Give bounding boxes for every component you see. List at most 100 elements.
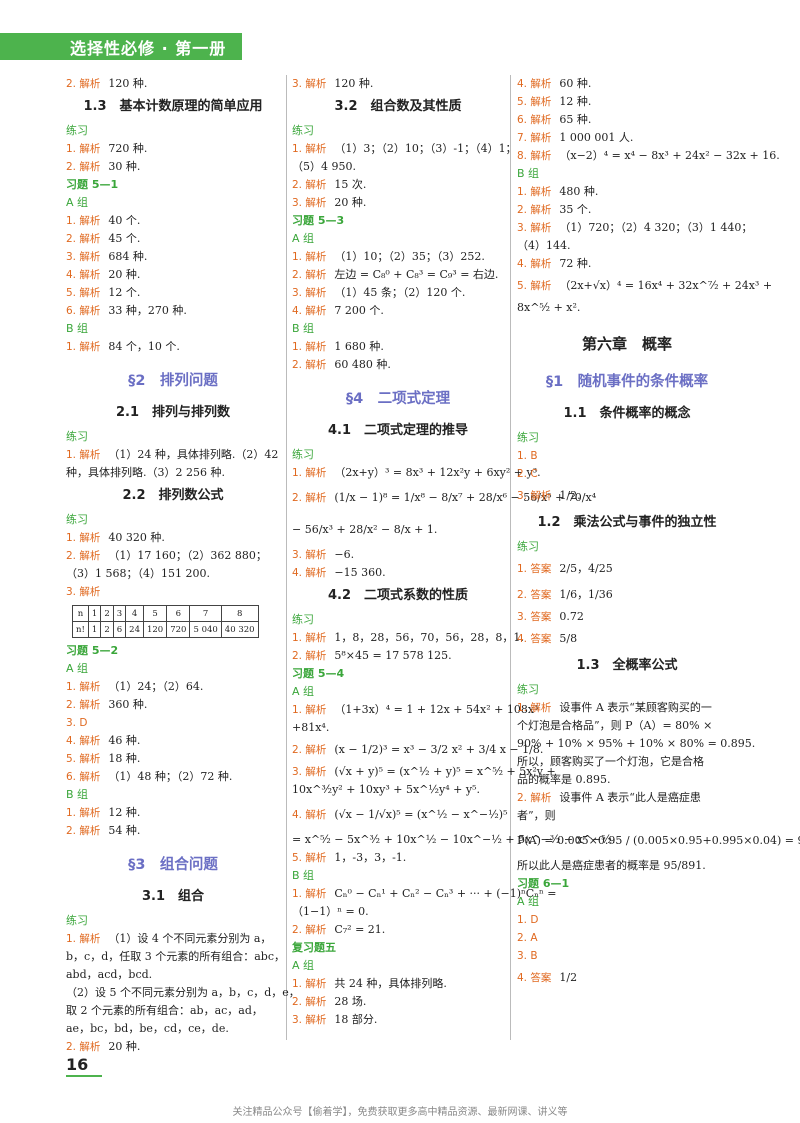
subsection-title: 1.3 基本计数原理的简单应用 xyxy=(83,99,263,114)
answer-label: 1. 解析 xyxy=(292,978,327,990)
exercise-set-title: 习题 6—1 xyxy=(517,877,570,890)
answer-line: 3. 解析 （1）45 条；（2）120 个. xyxy=(292,284,504,302)
answer-text: C₇² = 21. xyxy=(334,923,386,936)
exercise-set-title: 习题 5—2 xyxy=(66,644,119,657)
answer-line: 3. 解析 −6. xyxy=(292,546,504,564)
answer-line: 品的概率是 0.895. xyxy=(517,771,737,789)
answer-text: （1）45 条；（2）120 个. xyxy=(334,286,466,299)
answer-text: b，c，d，任取 3 个元素的所有组合：abc， xyxy=(66,950,285,963)
answer-line: 1. 解析 720 种. xyxy=(66,140,280,158)
permutation-table: n 1 2 3 4 5 6 7 8 n! 1 2 6 24 120 720 5 040 40 320 xyxy=(72,605,259,638)
exercise-set-title: 习题 5—4 xyxy=(292,667,345,680)
answer-text: 60 种. xyxy=(559,77,592,90)
answer-line: 90% + 10% × 95% + 10% × 80% = 0.895. xyxy=(517,735,755,753)
answer-line: 4. 解析 60 种. xyxy=(517,75,737,93)
page-header-title: 选择性必修 · 第一册 xyxy=(70,39,227,58)
answer-text: 设事件 A 表示“某顾客购买的一 xyxy=(559,701,712,714)
answer-line: 3. 解析 18 部分. xyxy=(292,1011,504,1029)
answer-text: 0.72 xyxy=(559,610,584,623)
group-label: 练习 xyxy=(66,124,88,137)
answer-label: 1. 解析 xyxy=(66,215,101,227)
answer-line: 种，具体排列略.（3）2 256 种. xyxy=(66,464,280,482)
answer-text: 40 320 种. xyxy=(108,531,165,544)
answer-line: 3. 解析 1/2. xyxy=(517,483,737,509)
answer-text: 120 种. xyxy=(108,77,148,90)
answer-text: 30 种. xyxy=(108,160,141,173)
group-label: A 组 xyxy=(66,196,89,209)
answer-line: 取 2 个元素的所有组合：ab，ac，ad， xyxy=(66,1002,280,1020)
answer-line: 2. 解析 35 个. xyxy=(517,201,737,219)
group-label: 练习 xyxy=(292,613,314,626)
answer-line: 7. 解析 1 000 001 人. xyxy=(517,129,737,147)
answer-text: 20 种. xyxy=(334,196,367,209)
answer-label: 3. 解析 xyxy=(66,586,101,598)
answer-line: 2. 解析 15 次. xyxy=(292,176,504,194)
answer-line: 6. 解析 33 种，270 种. xyxy=(66,302,280,320)
answer-label: 1. 解析 xyxy=(66,681,101,693)
answer-line: 5. 解析 （2x+√x）⁴ = 16x⁴ + 32x^⁷⁄₂ + 24x³ + xyxy=(517,273,772,299)
answer-line: 2. 解析 C₇² = 21. xyxy=(292,921,504,939)
answer-text: 20 种. xyxy=(108,268,141,281)
answer-label: 1. 解析 xyxy=(66,449,101,461)
answer-text: 18 部分. xyxy=(334,1013,378,1026)
answer-text: = x^⁵⁄₂ − 5x^³⁄₂ + 10x^½ − 10x^−½ + 5x^−… xyxy=(292,833,616,846)
answer-label: 2. 解析 xyxy=(292,650,327,662)
answer-line: = x^⁵⁄₂ − 5x^³⁄₂ + 10x^½ − 10x^−½ + 5x^−… xyxy=(292,831,615,849)
subsection-title: 3.1 组合 xyxy=(141,889,205,904)
answer-text: 1 680 种. xyxy=(334,340,384,353)
answer-line: 1. 解析 480 种. xyxy=(517,183,737,201)
answer-line: 4. 解析 −15 360. xyxy=(292,564,504,582)
answer-text: P(A) = 0.005×0.95 / (0.005×0.95+0.995×0.… xyxy=(517,834,800,847)
answer-label: 6. 解析 xyxy=(66,305,101,317)
answer-text: 360 种. xyxy=(108,698,148,711)
answer-line: +81x⁴. xyxy=(292,719,504,737)
answer-line: 2. 解析 设事件 A 表示“此人是癌症患 xyxy=(517,789,737,807)
table-cell: 2 xyxy=(100,605,114,622)
answer-text: 65 种. xyxy=(559,113,592,126)
answer-text: 1/2. xyxy=(559,489,581,502)
exercise-set-title: 习题 5—3 xyxy=(292,214,345,227)
answer-text: 12 种. xyxy=(108,806,141,819)
answer-line: 2. C xyxy=(517,465,737,483)
answer-text: 12 个. xyxy=(108,286,141,299)
answer-label: 5. 解析 xyxy=(66,287,101,299)
group-label: B 组 xyxy=(292,322,315,335)
answer-text: 设事件 A 表示“此人是癌症患 xyxy=(559,791,701,804)
answer-text: （1+3x）⁴ = 1 + 12x + 54x² + 108x³ xyxy=(334,703,539,716)
answer-text: 60 480 种. xyxy=(334,358,391,371)
answer-line: 者”，则 xyxy=(517,807,737,825)
answer-text: （2x+y）³ = 8x³ + 12x²y + 6xy² + y³. xyxy=(334,466,541,479)
table-cell: 1 xyxy=(87,621,102,638)
answer-label: 3. B xyxy=(517,950,538,962)
answer-line: 10x^³⁄₂y² + 10xy³ + 5x^½y⁴ + y⁵. xyxy=(292,781,504,799)
answer-text: +81x⁴. xyxy=(292,721,330,734)
answer-label: 6. 解析 xyxy=(517,114,552,126)
answer-line: 3. D xyxy=(66,714,280,732)
answer-text: （1−1）ⁿ = 0. xyxy=(292,905,369,918)
answer-text: （1）24 种，具体排列略.（2）42 xyxy=(108,448,279,461)
answer-line: 3. 答案 0.72 xyxy=(517,608,737,626)
answer-line: 1. 解析 （1+3x）⁴ = 1 + 12x + 54x² + 108x³ xyxy=(292,701,538,719)
answer-label: 3. 解析 xyxy=(66,251,101,263)
answer-line: 1. 解析 40 320 种. xyxy=(66,529,280,547)
group-label: 练习 xyxy=(66,914,88,927)
answer-label: 1. D xyxy=(517,914,539,926)
answer-line: 所以，顾客购买了一个灯泡，它是合格 xyxy=(517,753,737,771)
answer-text: 120 种. xyxy=(334,77,374,90)
answer-line: 1. 答案 2/5，4/25 xyxy=(517,556,737,582)
answer-text: 54 种. xyxy=(108,824,141,837)
group-label: A 组 xyxy=(292,685,315,698)
answer-text: abd，acd，bcd. xyxy=(66,968,153,981)
answer-label: 3. 解析 xyxy=(292,766,327,778)
answer-label: 2. 解析 xyxy=(66,161,101,173)
answer-line: 2. 解析 45 个. xyxy=(66,230,280,248)
answer-text: （1）48 种；（2）72 种. xyxy=(108,770,233,783)
answer-line: 8x^⁵⁄₂ + x². xyxy=(517,299,737,317)
answer-line: 个灯泡是合格品”，则 P（A）= 80% × xyxy=(517,717,737,735)
answer-line: 1. D xyxy=(517,911,737,929)
answer-line: 3. 解析 20 种. xyxy=(292,194,504,212)
subsection-title: 2.2 排列数公式 xyxy=(122,488,224,503)
subsection-title: 2.1 排列与排列数 xyxy=(115,405,231,420)
subsection-title: 4.1 二项式定理的推导 xyxy=(327,423,469,438)
answer-label: 1. 解析 xyxy=(66,933,101,945)
